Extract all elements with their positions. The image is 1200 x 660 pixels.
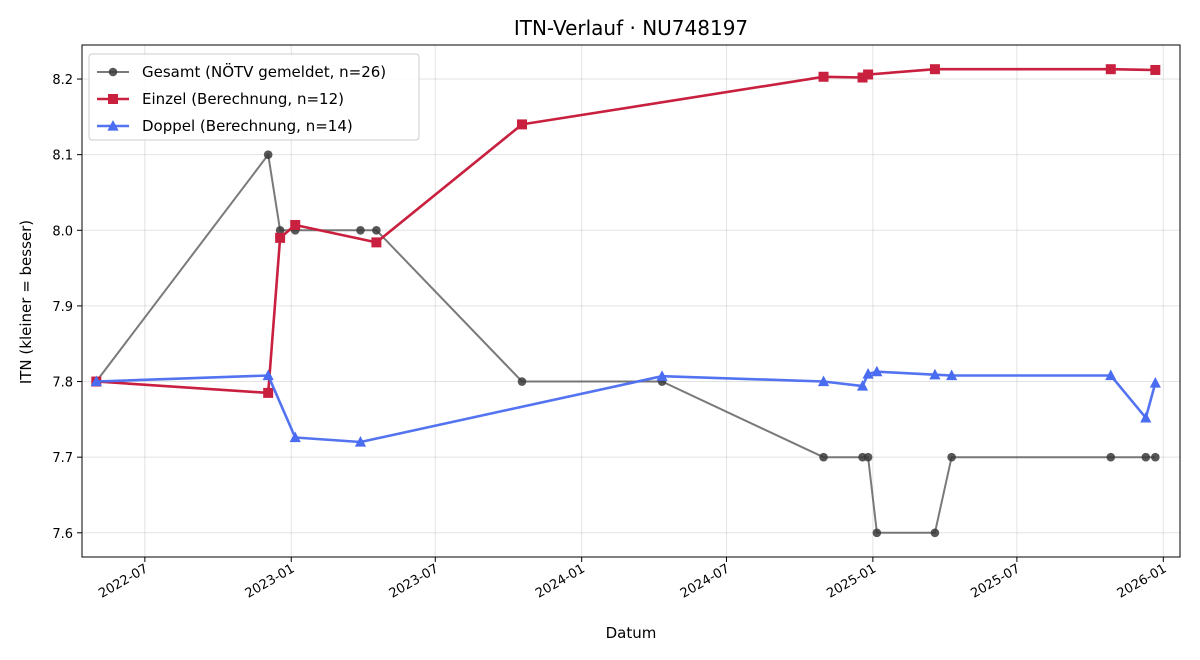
legend-box: [88, 53, 420, 141]
data-point: [1140, 411, 1152, 423]
data-point: [930, 528, 940, 538]
legend-entry: Doppel (Berechnung, n=14): [97, 117, 353, 135]
legend: Gesamt (NÖTV gemeldet, n=26) Einzel (Bere…: [88, 53, 420, 141]
x-tick-label: 2024-01: [533, 561, 588, 601]
data-point: [929, 64, 940, 75]
series-line: [95, 153, 1156, 534]
legend-label: Doppel (Berechnung, n=14): [142, 117, 353, 135]
x-tick-label: 2026-01: [1115, 561, 1170, 601]
data-point: [863, 452, 873, 462]
data-point: [372, 225, 381, 235]
data-point: [656, 370, 668, 381]
series-1: [92, 150, 1160, 538]
series-line: [96, 370, 1157, 444]
data-point: [863, 69, 874, 80]
data-point: [517, 377, 527, 386]
data-point: [262, 369, 274, 381]
y-tick-label: 7.9: [52, 300, 73, 315]
data-point: [1150, 64, 1161, 75]
legend-label: Gesamt (NÖTV gemeldet, n=26): [142, 62, 386, 81]
data-point: [1105, 64, 1116, 75]
x-tick-label: 2025-01: [824, 561, 879, 601]
series-3: [90, 365, 1161, 447]
data-point: [263, 387, 274, 398]
data-point: [290, 219, 301, 230]
data-point: [947, 452, 956, 462]
data-point: [872, 528, 882, 538]
data-point: [354, 436, 367, 447]
data-point: [1106, 452, 1116, 462]
y-tick-label: 8.2: [52, 73, 73, 88]
x-tick-label: 2022-07: [96, 561, 151, 601]
data-point: [929, 368, 941, 380]
data-point: [275, 225, 285, 235]
data-point: [275, 232, 286, 243]
data-point: [817, 375, 830, 387]
data-point: [371, 237, 382, 248]
data-point: [356, 225, 365, 235]
data-point: [289, 431, 301, 443]
plot-series: [90, 64, 1161, 538]
data-point: [90, 375, 102, 387]
x-tick-label: 2025-07: [968, 561, 1023, 601]
x-tick-label: 2024-07: [678, 561, 733, 601]
data-point: [1151, 452, 1160, 462]
y-tick-label: 7.6: [52, 527, 73, 542]
y-tick-label: 7.8: [52, 376, 73, 391]
data-point: [856, 380, 869, 391]
data-point: [818, 71, 829, 82]
x-axis: 2022-07 2023-01 2023-07 2024-01 2024-07 2025-…: [96, 557, 1169, 602]
y-tick-label: 8.1: [52, 149, 73, 164]
x-axis-label: Datum: [606, 624, 657, 642]
data-point: [946, 369, 958, 381]
legend-entry: Gesamt (NÖTV gemeldet, n=26): [97, 62, 386, 81]
y-tick-label: 8.0: [52, 224, 73, 239]
data-point: [1149, 377, 1161, 388]
data-point: [108, 67, 118, 77]
plot-frame: [81, 44, 1181, 558]
chart-title: ITN-Verlauf · NU748197: [514, 16, 748, 40]
data-point: [871, 365, 883, 377]
data-point: [1141, 452, 1151, 462]
x-tick-label: 2023-01: [243, 561, 298, 601]
legend-label: Einzel (Berechnung, n=12): [142, 90, 344, 108]
data-point: [862, 367, 874, 379]
legend-entry: Einzel (Berechnung, n=12): [97, 90, 344, 108]
data-point: [516, 119, 527, 130]
data-point: [857, 72, 868, 83]
data-point: [107, 120, 119, 131]
y-axis-label: ITN (kleiner = besser): [17, 220, 35, 384]
y-axis: 7.6 7.7 7.8 7.9 8.0 8.1 8.2: [52, 73, 82, 542]
data-point: [108, 94, 118, 104]
x-tick-label: 2023-07: [387, 561, 442, 601]
data-point: [819, 452, 828, 462]
data-point: [263, 150, 273, 159]
series-2: [91, 64, 1161, 398]
data-point: [1105, 369, 1117, 381]
series-line: [96, 67, 1156, 395]
y-tick-label: 7.7: [52, 451, 73, 466]
